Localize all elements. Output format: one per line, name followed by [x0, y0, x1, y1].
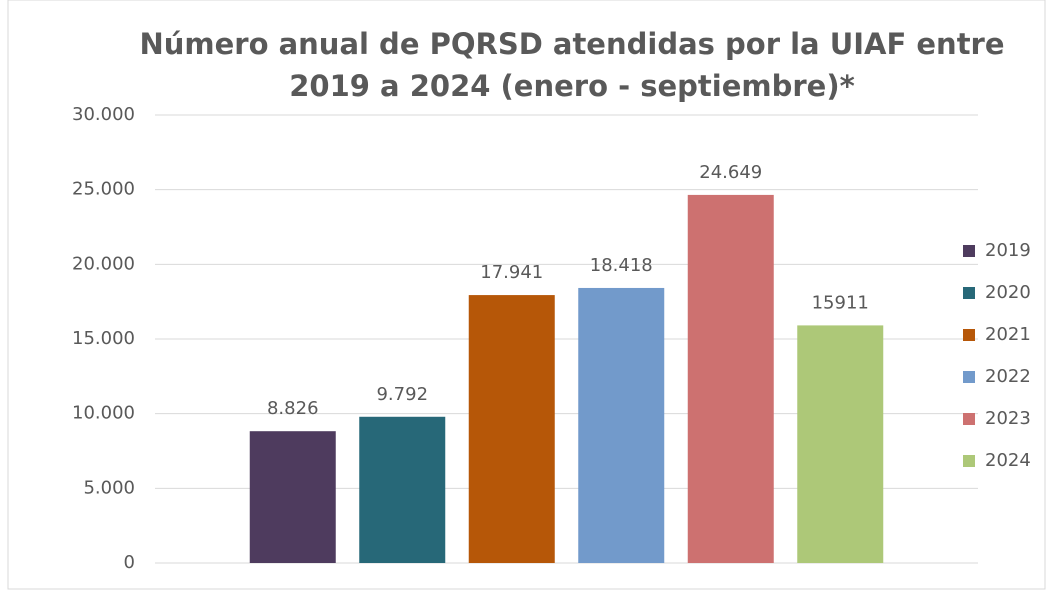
legend-label: 2023 — [985, 408, 1031, 429]
bar — [468, 295, 555, 563]
legend-swatch — [963, 371, 975, 383]
bar — [249, 431, 336, 563]
value-label: 8.826 — [267, 398, 319, 419]
legend-label: 2019 — [985, 240, 1031, 261]
value-label: 18.418 — [590, 255, 653, 276]
legend-label: 2022 — [985, 366, 1031, 387]
chart-title: Número anual de PQRSD atendidas por la U… — [139, 27, 1004, 61]
bar — [687, 194, 774, 563]
y-tick-label: 0 — [124, 552, 135, 573]
bar — [359, 416, 446, 563]
legend-label: 2024 — [985, 450, 1031, 471]
value-label: 24.649 — [699, 162, 762, 183]
y-tick-label: 25.000 — [72, 179, 135, 200]
y-tick-label: 20.000 — [72, 253, 135, 274]
legend-swatch — [963, 329, 975, 341]
chart-title: 2019 a 2024 (enero - septiembre)* — [289, 69, 855, 103]
y-tick-label: 5.000 — [83, 477, 135, 498]
legend-label: 2021 — [985, 324, 1031, 345]
y-tick-label: 15.000 — [72, 328, 135, 349]
legend-swatch — [963, 413, 975, 425]
legend-label: 2020 — [985, 282, 1031, 303]
chart-border — [7, 0, 1046, 590]
legend-swatch — [963, 287, 975, 299]
y-tick-label: 30.000 — [72, 104, 135, 125]
value-label: 9.792 — [376, 384, 428, 405]
bar — [578, 287, 665, 563]
legend-swatch — [963, 455, 975, 467]
y-tick-label: 10.000 — [72, 403, 135, 424]
bar — [797, 325, 884, 563]
legend-swatch — [963, 245, 975, 257]
value-label: 17.941 — [480, 262, 543, 283]
value-label: 15911 — [812, 292, 869, 313]
